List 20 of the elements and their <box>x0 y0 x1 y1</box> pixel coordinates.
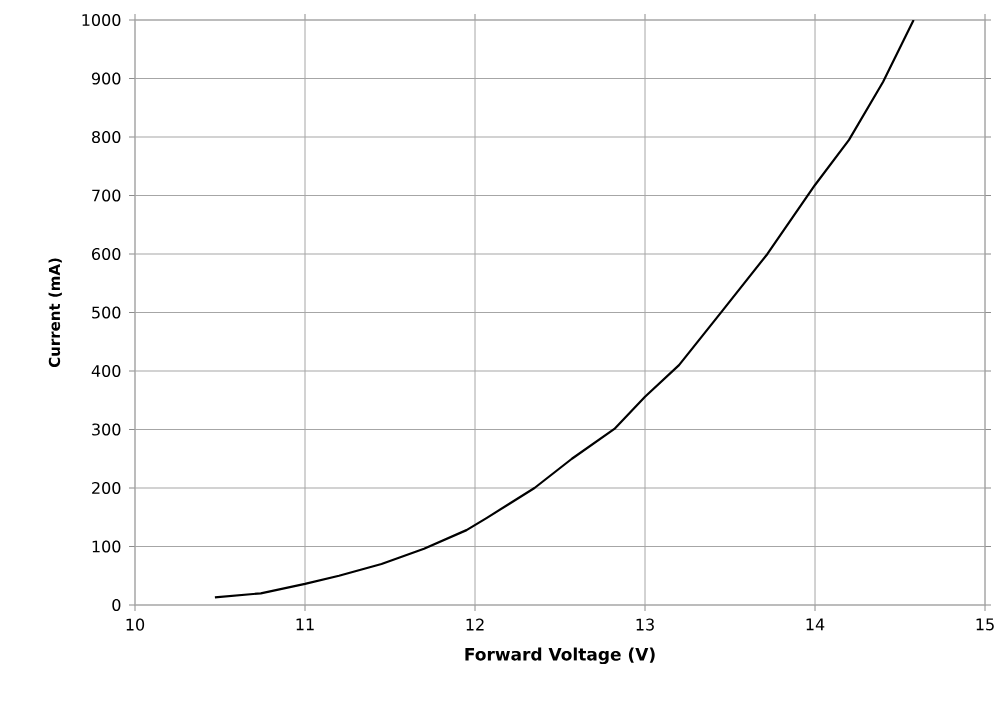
x-tick-label: 12 <box>466 618 484 631</box>
x-tick-label: 13 <box>636 618 654 631</box>
y-tick-label: 100 <box>92 540 121 553</box>
y-tick-label: 0 <box>112 598 121 612</box>
x-axis-title: Forward Voltage (V) <box>465 647 655 665</box>
y-tick-label: 900 <box>91 72 121 85</box>
y-axis-title: Current (mA) <box>48 258 62 368</box>
y-tick-label: 600 <box>92 247 121 261</box>
line-series <box>213 20 915 599</box>
y-tick-label: 400 <box>91 364 121 378</box>
y-tick-label: 200 <box>92 481 121 495</box>
y-tick-label: 500 <box>92 306 121 319</box>
x-tick-label: 14 <box>806 618 825 631</box>
x-tick-label: 11 <box>296 618 314 631</box>
x-tick-label: 15 <box>976 618 994 631</box>
y-tick-label: 700 <box>92 189 121 202</box>
y-tick-label: 300 <box>92 423 121 436</box>
x-tick-label: 10 <box>126 618 145 631</box>
y-tick-label: 1000 <box>82 13 121 27</box>
y-tick-label: 800 <box>92 130 121 144</box>
